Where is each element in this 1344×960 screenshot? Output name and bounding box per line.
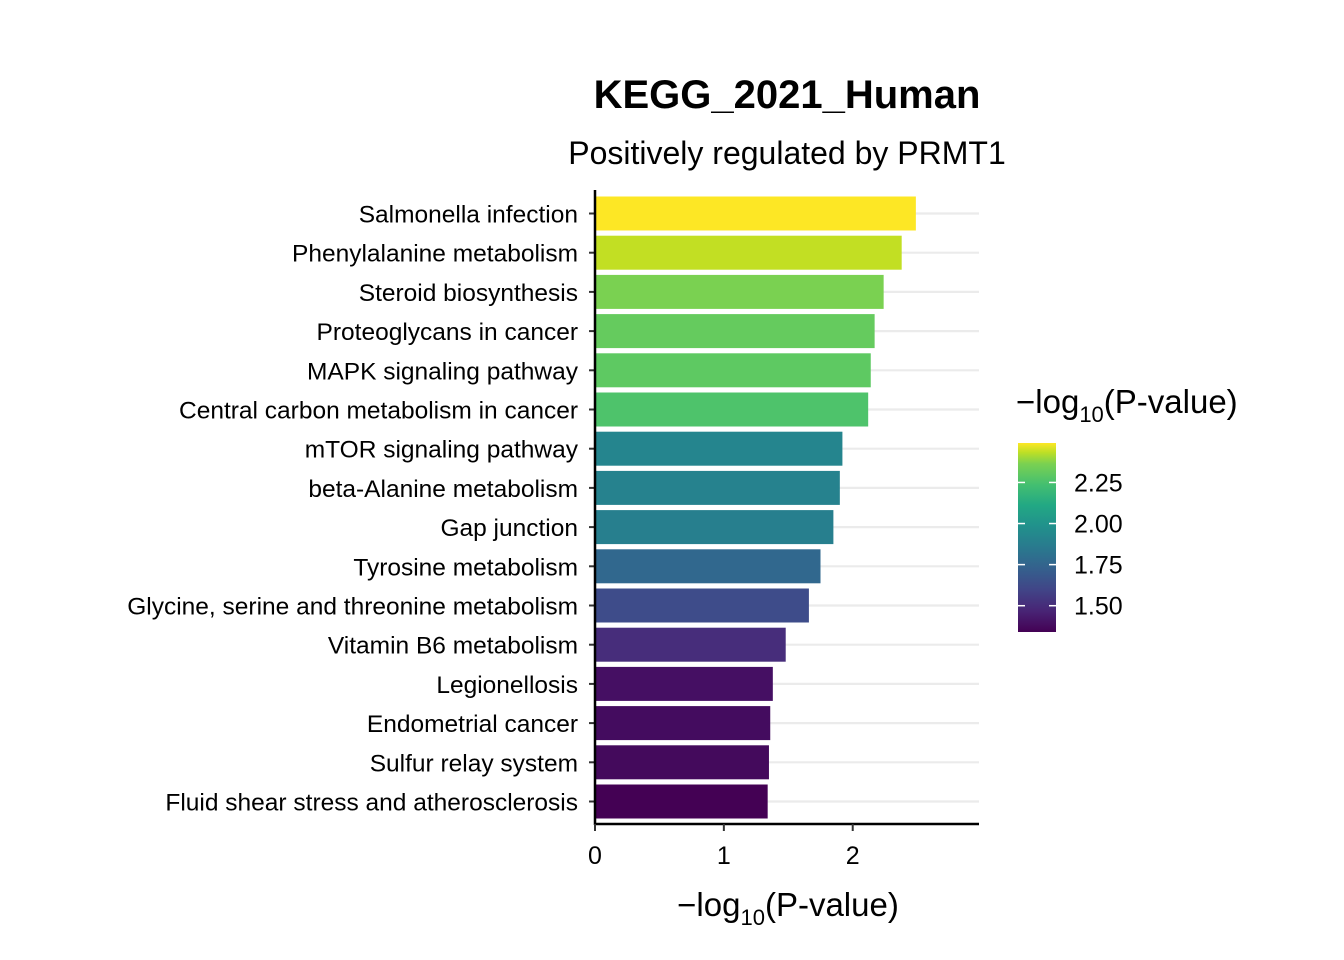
category-label: Proteoglycans in cancer [317, 319, 578, 346]
legend-ticks: 1.50 1.75 2.00 2.25 [1018, 469, 1123, 621]
legend-tick-label: 2.25 [1074, 469, 1123, 497]
x-tick-label: 0 [588, 842, 602, 870]
bar [595, 627, 786, 662]
legend-tick-label: 2.00 [1074, 511, 1123, 539]
bar [595, 510, 834, 545]
bar [595, 666, 773, 701]
category-label: Steroid biosynthesis [359, 280, 578, 307]
legend-tick-label: 1.50 [1074, 593, 1123, 621]
category-labels: Salmonella infection Phenylalanine metabo… [127, 202, 579, 817]
category-label: Tyrosine metabolism [353, 554, 578, 581]
category-label: Endometrial cancer [367, 711, 578, 738]
legend-title-subscript: 10 [1079, 402, 1103, 427]
category-label: Glycine, serine and threonine metabolism [127, 594, 578, 621]
category-label: Legionellosis [436, 672, 578, 699]
chart-title: KEGG_2021_Human [594, 73, 981, 117]
x-axis-title: −log10(P-value) [677, 886, 899, 930]
x-tick-label: 1 [717, 842, 731, 870]
legend-title-suffix: (P-value) [1104, 383, 1238, 420]
legend-title-prefix: −log [1016, 383, 1079, 420]
category-label: Phenylalanine metabolism [292, 241, 578, 268]
category-label: beta-Alanine metabolism [308, 476, 578, 503]
bar [595, 235, 902, 270]
legend-colorbar [1018, 443, 1056, 632]
x-axis-title-subscript: 10 [740, 905, 764, 930]
bar [595, 470, 840, 505]
x-axis-title-suffix: (P-value) [765, 886, 899, 923]
bar [595, 706, 771, 741]
category-label: mTOR signaling pathway [305, 437, 579, 464]
legend-title: −log10(P-value) [1016, 383, 1238, 427]
bar [595, 392, 869, 427]
axes: 0 1 2 [588, 190, 979, 870]
bar [595, 196, 916, 231]
chart-subtitle: Positively regulated by PRMT1 [568, 135, 1006, 171]
category-label: MAPK signaling pathway [307, 358, 579, 385]
bar [595, 274, 884, 309]
legend: −log10(P-value) 1.50 1.75 2.00 2.25 [1016, 383, 1238, 632]
category-label: Fluid shear stress and atherosclerosis [165, 790, 578, 817]
x-axis-title-prefix: −log [677, 886, 740, 923]
x-tick-label: 2 [846, 842, 860, 870]
bar [595, 745, 769, 780]
bars [595, 196, 916, 819]
bar [595, 314, 875, 349]
bar [595, 549, 821, 584]
category-label: Central carbon metabolism in cancer [179, 398, 578, 425]
category-label: Sulfur relay system [370, 750, 578, 777]
category-label: Gap junction [440, 515, 578, 542]
bar [595, 353, 871, 388]
category-label: Vitamin B6 metabolism [328, 633, 578, 660]
legend-tick-label: 1.75 [1074, 552, 1123, 580]
category-label: Salmonella infection [359, 202, 578, 229]
bar [595, 431, 843, 466]
bar [595, 588, 809, 623]
bar [595, 784, 768, 819]
